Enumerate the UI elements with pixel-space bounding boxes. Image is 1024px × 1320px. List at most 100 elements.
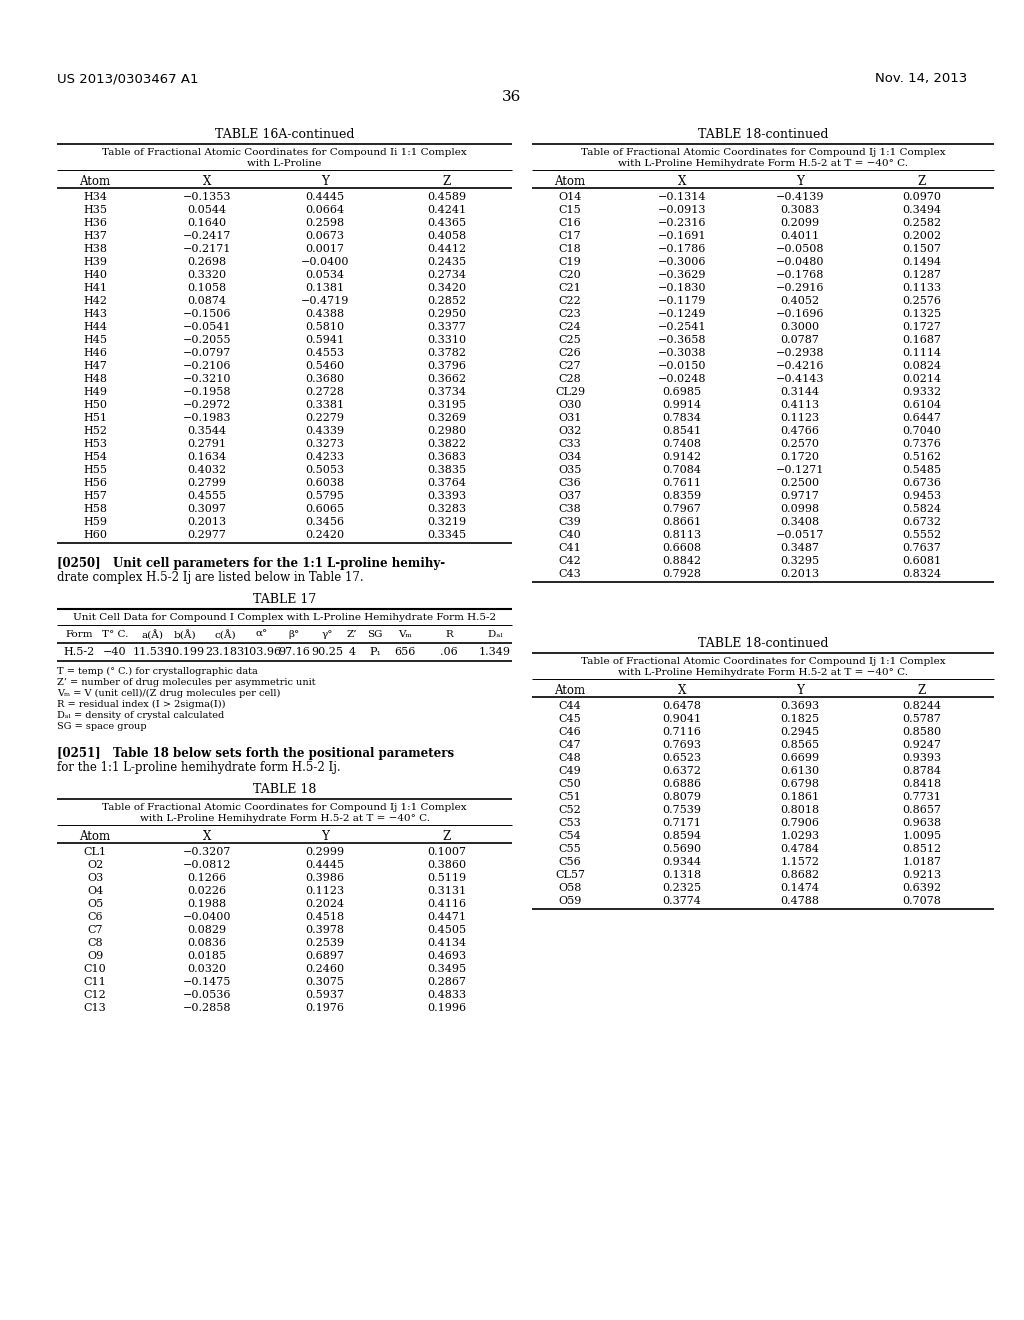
Text: 0.1123: 0.1123: [780, 413, 819, 422]
Text: 0.3860: 0.3860: [427, 861, 467, 870]
Text: 0.3195: 0.3195: [427, 400, 467, 411]
Text: 0.3377: 0.3377: [428, 322, 467, 333]
Text: 36: 36: [503, 90, 521, 104]
Text: 0.7408: 0.7408: [663, 440, 701, 449]
Text: Z: Z: [918, 176, 926, 187]
Text: 0.4241: 0.4241: [427, 205, 467, 215]
Text: 0.7693: 0.7693: [663, 741, 701, 750]
Text: 0.3320: 0.3320: [187, 271, 226, 280]
Text: 0.9142: 0.9142: [663, 451, 701, 462]
Text: C18: C18: [559, 244, 582, 253]
Text: 0.1133: 0.1133: [902, 282, 941, 293]
Text: 0.4339: 0.4339: [305, 426, 344, 436]
Text: 0.3144: 0.3144: [780, 387, 819, 397]
Text: 0.0226: 0.0226: [187, 886, 226, 896]
Text: 0.1287: 0.1287: [902, 271, 941, 280]
Text: C46: C46: [559, 727, 582, 737]
Text: 0.7171: 0.7171: [663, 818, 701, 828]
Text: 0.4505: 0.4505: [427, 925, 467, 935]
Text: C22: C22: [559, 296, 582, 306]
Text: C47: C47: [559, 741, 582, 750]
Text: 0.3796: 0.3796: [427, 360, 467, 371]
Text: 0.3986: 0.3986: [305, 873, 344, 883]
Text: C54: C54: [559, 832, 582, 841]
Text: −0.1786: −0.1786: [657, 244, 707, 253]
Text: 0.1381: 0.1381: [305, 282, 344, 293]
Text: 0.1988: 0.1988: [187, 899, 226, 909]
Text: b(Å): b(Å): [174, 630, 197, 640]
Text: 0.0787: 0.0787: [780, 335, 819, 345]
Text: 0.8661: 0.8661: [663, 517, 701, 527]
Text: C27: C27: [559, 360, 582, 371]
Text: 0.4388: 0.4388: [305, 309, 344, 319]
Text: 0.9638: 0.9638: [902, 818, 941, 828]
Text: 0.3310: 0.3310: [427, 335, 467, 345]
Text: −0.1179: −0.1179: [657, 296, 707, 306]
Text: 0.1318: 0.1318: [663, 870, 701, 880]
Text: .06: .06: [440, 647, 458, 657]
Text: −0.4719: −0.4719: [301, 296, 349, 306]
Text: 0.0544: 0.0544: [187, 205, 226, 215]
Text: C24: C24: [559, 322, 582, 333]
Text: C8: C8: [87, 939, 102, 948]
Text: 0.6985: 0.6985: [663, 387, 701, 397]
Text: H48: H48: [83, 374, 106, 384]
Text: 0.3680: 0.3680: [305, 374, 344, 384]
Text: 0.9393: 0.9393: [902, 752, 941, 763]
Text: H37: H37: [83, 231, 106, 242]
Text: H38: H38: [83, 244, 106, 253]
Text: 0.1494: 0.1494: [902, 257, 941, 267]
Text: O9: O9: [87, 950, 103, 961]
Text: C20: C20: [559, 271, 582, 280]
Text: T° C.: T° C.: [101, 630, 128, 639]
Text: −0.0541: −0.0541: [182, 322, 231, 333]
Text: 0.0017: 0.0017: [305, 244, 344, 253]
Text: 0.0836: 0.0836: [187, 939, 226, 948]
Text: US 2013/0303467 A1: US 2013/0303467 A1: [57, 73, 199, 84]
Text: with L-Proline Hemihydrate Form H.5-2 at T = −40° C.: with L-Proline Hemihydrate Form H.5-2 at…: [618, 158, 908, 168]
Text: 0.2950: 0.2950: [427, 309, 467, 319]
Text: 0.7928: 0.7928: [663, 569, 701, 579]
Text: 0.3764: 0.3764: [427, 478, 467, 488]
Text: 0.3393: 0.3393: [427, 491, 467, 502]
Text: H43: H43: [83, 309, 106, 319]
Text: 0.1634: 0.1634: [187, 451, 226, 462]
Text: H58: H58: [83, 504, 106, 513]
Text: 0.2852: 0.2852: [427, 296, 467, 306]
Text: Table of Fractional Atomic Coordinates for Compound Ij 1:1 Complex: Table of Fractional Atomic Coordinates f…: [581, 148, 945, 157]
Text: −0.2316: −0.2316: [657, 218, 707, 228]
Text: −0.2938: −0.2938: [776, 348, 824, 358]
Text: 0.5795: 0.5795: [305, 491, 344, 502]
Text: Table of Fractional Atomic Coordinates for Compound Ij 1:1 Complex: Table of Fractional Atomic Coordinates f…: [581, 657, 945, 667]
Text: 0.7906: 0.7906: [780, 818, 819, 828]
Text: H40: H40: [83, 271, 106, 280]
Text: drate complex H.5-2 Ij are listed below in Table 17.: drate complex H.5-2 Ij are listed below …: [57, 572, 364, 583]
Text: 11.539: 11.539: [132, 647, 172, 657]
Text: 0.3835: 0.3835: [427, 465, 467, 475]
Text: TABLE 17: TABLE 17: [253, 593, 316, 606]
Text: CL57: CL57: [555, 870, 585, 880]
Text: 0.3734: 0.3734: [427, 387, 467, 397]
Text: 0.2867: 0.2867: [427, 977, 467, 987]
Text: C16: C16: [559, 218, 582, 228]
Text: 0.7040: 0.7040: [902, 426, 941, 436]
Text: C17: C17: [559, 231, 582, 242]
Text: 0.4693: 0.4693: [427, 950, 467, 961]
Text: Y: Y: [796, 176, 804, 187]
Text: C38: C38: [559, 504, 582, 513]
Text: 0.2279: 0.2279: [305, 413, 344, 422]
Text: 0.5053: 0.5053: [305, 465, 344, 475]
Text: C39: C39: [559, 517, 582, 527]
Text: 0.9453: 0.9453: [902, 491, 941, 502]
Text: −0.4216: −0.4216: [776, 360, 824, 371]
Text: −40: −40: [103, 647, 127, 657]
Text: 0.6699: 0.6699: [780, 752, 819, 763]
Text: 0.8324: 0.8324: [902, 569, 941, 579]
Text: H52: H52: [83, 426, 106, 436]
Text: O4: O4: [87, 886, 103, 896]
Text: 0.2024: 0.2024: [305, 899, 344, 909]
Text: 0.3131: 0.3131: [427, 886, 467, 896]
Text: −0.1830: −0.1830: [657, 282, 707, 293]
Text: C43: C43: [559, 569, 582, 579]
Text: −0.1958: −0.1958: [182, 387, 231, 397]
